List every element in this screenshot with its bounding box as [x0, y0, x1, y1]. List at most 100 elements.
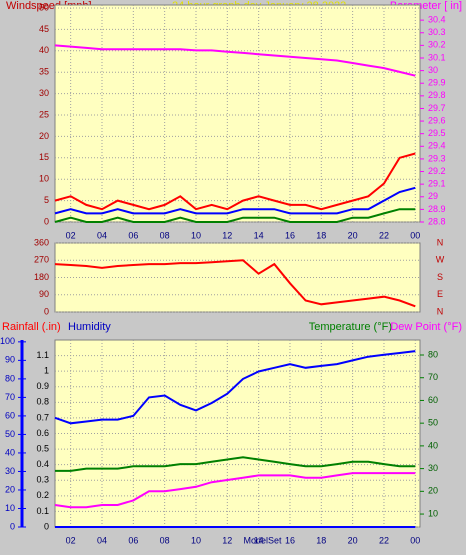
series-line	[54, 208, 416, 223]
x-tick-label: 22	[379, 535, 389, 545]
x-tick-label: 10	[191, 535, 201, 545]
y3-tick-label: 50	[5, 429, 15, 439]
y-tick-label: 45	[39, 24, 49, 34]
x-tick-label: 14	[254, 230, 264, 240]
y2-tick-label: 50	[428, 418, 438, 428]
y-tick-label: 0.9	[36, 381, 49, 391]
rainfall-label: Rainfall (.in)	[2, 321, 61, 333]
series-line	[54, 472, 416, 509]
y2-tick-label: 30.2	[428, 40, 446, 50]
y3-tick-label: 90	[5, 355, 15, 365]
y2-tick-label: 30.4	[428, 15, 446, 25]
y-tick-label: 50	[39, 2, 49, 12]
y-tick-label: 0.6	[36, 428, 49, 438]
y-tick-label: 15	[39, 152, 49, 162]
y3-tick-label: 20	[5, 484, 15, 494]
humidity-label: Humidity	[68, 321, 111, 333]
y2-tick-label: 30.1	[428, 52, 446, 62]
x-tick-label: 22	[379, 230, 389, 240]
x-tick-label: 18	[316, 535, 326, 545]
y2-tick-label: 29	[428, 191, 438, 201]
y2-tick-label: 29.3	[428, 153, 446, 163]
y2-tick-label: 60	[428, 395, 438, 405]
compass-label: N	[437, 237, 444, 247]
y-tick-label: 1.1	[36, 350, 49, 360]
x-tick-label: 06	[128, 535, 138, 545]
plot-area	[54, 4, 421, 223]
x-tick-label: 18	[316, 230, 326, 240]
y-tick-label: 30	[39, 88, 49, 98]
y2-tick-label: 80	[428, 349, 438, 359]
y-tick-label: 0	[44, 306, 49, 316]
y-tick-label: 1	[44, 366, 49, 376]
y2-tick-label: 30	[428, 463, 438, 473]
x-tick-label: 16	[285, 230, 295, 240]
x-tick-label: 08	[160, 535, 170, 545]
y-tick-label: 180	[34, 272, 49, 282]
windspeed-label: Windspeed [mph]	[6, 0, 92, 12]
y-tick-label: 40	[39, 45, 49, 55]
y-tick-label: 20	[39, 131, 49, 141]
x-tick-label: 02	[66, 535, 76, 545]
y3-tick-label: 10	[5, 503, 15, 513]
x-tick-label: 14	[254, 535, 264, 545]
y2-tick-label: 10	[428, 508, 438, 518]
x-tick-label: 12	[222, 230, 232, 240]
y-tick-label: 0.1	[36, 506, 49, 516]
y2-tick-label: 29.9	[428, 78, 446, 88]
x-tick-label: 08	[160, 230, 170, 240]
y3-tick-label: 0	[10, 521, 15, 531]
y-tick-label: 0.7	[36, 412, 49, 422]
x-tick-label: 20	[348, 230, 358, 240]
series-line	[54, 350, 416, 425]
y3-tick-label: 80	[5, 373, 15, 383]
series-line	[54, 259, 416, 308]
y2-tick-label: 29.7	[428, 103, 446, 113]
compass-label: S	[437, 272, 443, 282]
dewpoint-label: Dew Point (°F)	[390, 321, 462, 333]
y3-tick-label: 40	[5, 447, 15, 457]
series-line	[54, 152, 416, 211]
y2-tick-label: 30.3	[428, 27, 446, 37]
y2-tick-label: 29.4	[428, 141, 446, 151]
y-tick-label: 0.2	[36, 490, 49, 500]
y-tick-label: 35	[39, 67, 49, 77]
x-tick-label: 12	[222, 535, 232, 545]
y-tick-label: 0.4	[36, 459, 49, 469]
y2-tick-label: 30	[428, 65, 438, 75]
y2-tick-label: 29.1	[428, 179, 446, 189]
compass-label: W	[436, 255, 445, 265]
y-tick-label: 360	[34, 237, 49, 247]
y2-tick-label: 28.8	[428, 216, 446, 226]
x-tick-label: 04	[97, 230, 107, 240]
y3-tick-label: 70	[5, 392, 15, 402]
y-tick-label: 5	[44, 195, 49, 205]
compass-label: E	[437, 289, 443, 299]
x-tick-label: 20	[348, 535, 358, 545]
barometer-label: Barometer [ in]	[390, 0, 462, 12]
y-tick-label: 25	[39, 109, 49, 119]
y-tick-label: 0.5	[36, 443, 49, 453]
series-line	[54, 44, 416, 77]
y2-tick-label: 70	[428, 372, 438, 382]
y3-tick-label: 30	[5, 466, 15, 476]
y-tick-label: 10	[39, 174, 49, 184]
y2-tick-label: 29.8	[428, 90, 446, 100]
series-line	[54, 186, 416, 215]
x-tick-label: 04	[97, 535, 107, 545]
y2-tick-label: 40	[428, 440, 438, 450]
y2-tick-label: 29.6	[428, 115, 446, 125]
temperature-label: Temperature (°F)	[309, 321, 392, 333]
annotation: ModelSet	[243, 535, 282, 545]
y-tick-label: 0.3	[36, 475, 49, 485]
compass-label: N	[437, 306, 444, 316]
y-tick-label: 0.8	[36, 397, 49, 407]
x-tick-label: 16	[285, 535, 295, 545]
y-tick-label: 270	[34, 255, 49, 265]
y2-tick-label: 29.2	[428, 166, 446, 176]
series-line	[55, 456, 416, 472]
x-tick-label: 06	[128, 230, 138, 240]
x-tick-label: 10	[191, 230, 201, 240]
y-tick-label: 0	[44, 521, 49, 531]
x-tick-label: 00	[410, 230, 420, 240]
